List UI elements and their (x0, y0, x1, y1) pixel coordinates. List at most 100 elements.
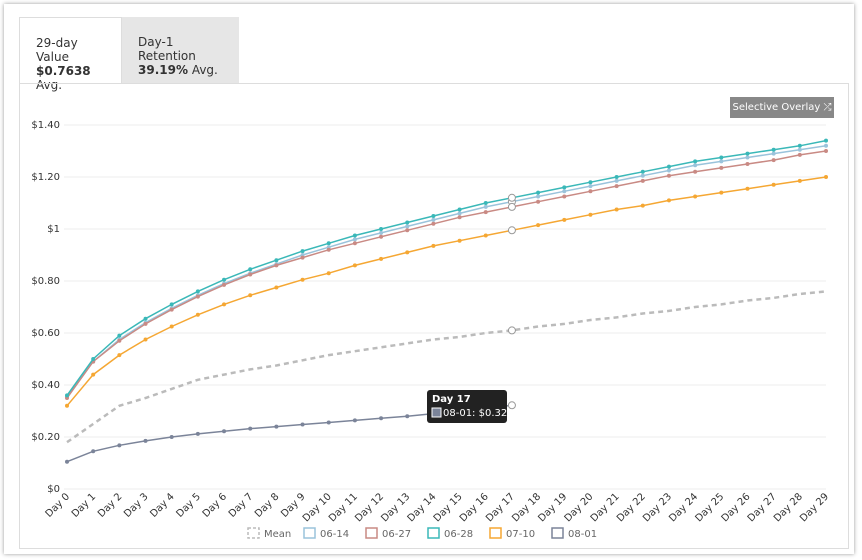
data-point (274, 285, 279, 290)
data-point (300, 277, 305, 282)
legend-swatch (303, 527, 316, 539)
data-point (824, 149, 828, 153)
data-point (797, 152, 802, 157)
button-label: Selective Overlay (732, 102, 821, 113)
data-point (352, 241, 357, 246)
data-point (143, 316, 148, 321)
x-tick-label: Day 7 (227, 491, 255, 519)
data-point (824, 175, 828, 179)
hover-point (507, 326, 516, 335)
data-point (719, 165, 724, 170)
data-point (431, 243, 436, 248)
data-point (536, 199, 541, 204)
data-point (300, 255, 305, 260)
data-point (824, 143, 828, 148)
data-point (195, 289, 200, 294)
x-tick-label: Day 1 (70, 491, 98, 519)
data-point (91, 357, 96, 361)
data-point (457, 211, 462, 216)
data-point (771, 147, 776, 152)
data-point (65, 403, 69, 408)
data-point (379, 256, 384, 261)
data-point (352, 233, 357, 238)
tab-value: 39.19% (138, 63, 188, 77)
data-point (483, 204, 488, 209)
data-point (405, 224, 410, 229)
data-point (117, 353, 122, 358)
data-point (379, 234, 384, 239)
chart-panel (19, 83, 849, 549)
tab-suffix: Avg. (191, 63, 218, 77)
y-tick-label: $1 (47, 224, 60, 235)
data-point (666, 164, 671, 169)
x-tick-label: Day 3 (122, 491, 150, 519)
data-point (405, 250, 410, 255)
data-point (588, 212, 593, 217)
data-point (117, 338, 122, 343)
data-point (536, 194, 541, 199)
data-point (195, 431, 200, 436)
series-line (66, 176, 827, 407)
data-point (797, 147, 802, 152)
x-tick-label: Day 6 (201, 491, 229, 519)
legend-swatch (489, 527, 502, 539)
legend-label: 06-27 (382, 529, 411, 540)
data-point (431, 221, 436, 226)
data-point (483, 201, 488, 205)
data-point (614, 207, 619, 212)
legend-label: 07-10 (506, 529, 535, 540)
data-point (536, 190, 541, 195)
data-point (91, 449, 96, 454)
data-point (379, 416, 384, 421)
data-point (640, 178, 645, 183)
legend-swatch (365, 527, 378, 539)
data-point (562, 189, 567, 194)
data-point (562, 194, 567, 199)
overlay-button[interactable]: Selective Overlay ⤮ (730, 97, 834, 118)
data-point (143, 321, 148, 326)
tooltip-box (427, 390, 507, 423)
y-tick-label: $1.40 (31, 120, 60, 131)
data-point (379, 230, 384, 235)
data-point (562, 185, 567, 190)
data-point (745, 155, 750, 160)
data-point (274, 424, 279, 429)
legend-label: 08-01 (568, 529, 597, 540)
data-point (666, 168, 671, 173)
data-point (352, 418, 357, 423)
data-point (588, 189, 593, 194)
data-point (169, 302, 174, 307)
data-point (117, 443, 122, 448)
data-point (352, 263, 357, 268)
y-tick-label: $0 (47, 484, 60, 495)
series-line (66, 290, 827, 444)
data-point (379, 227, 384, 231)
data-point (693, 163, 698, 168)
data-point (405, 414, 410, 419)
hover-point (507, 401, 516, 410)
data-point (248, 272, 253, 277)
tab-value: $0.7638 (36, 64, 91, 78)
data-point (719, 190, 724, 195)
data-point (326, 241, 331, 246)
data-point (248, 293, 253, 298)
tab[interactable]: 29-day Value $0.7638 Avg. (19, 17, 122, 92)
data-point (614, 184, 619, 189)
tooltip-title: Day 17 (432, 394, 471, 405)
data-point (745, 186, 750, 191)
legend-label: Mean (264, 529, 291, 540)
data-point (457, 215, 462, 220)
data-point (666, 198, 671, 203)
data-point (693, 194, 698, 199)
data-point (65, 459, 69, 464)
tooltip-text: 08-01: $0.322 (443, 408, 514, 419)
y-tick-label: $0.40 (31, 380, 60, 391)
data-point (248, 426, 253, 431)
legend-swatch (427, 527, 440, 539)
x-tick-label: Day 8 (253, 491, 281, 519)
data-point (797, 178, 802, 183)
tab[interactable]: Day-1 Retention 39.19% Avg. (122, 17, 239, 83)
data-point (588, 180, 593, 185)
data-point (693, 159, 698, 164)
data-point (562, 217, 567, 222)
